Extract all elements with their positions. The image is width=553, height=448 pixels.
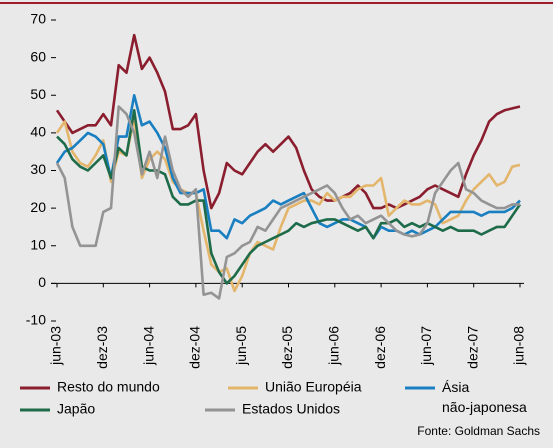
legend-label: União Européia <box>265 379 362 395</box>
x-tick-label: dez-04 <box>187 326 203 369</box>
x-tick-label: jun-08 <box>511 326 527 366</box>
x-tick-label: jun-03 <box>48 326 64 366</box>
series-line <box>56 109 522 285</box>
legend-label: Resto do mundo <box>57 379 160 395</box>
y-tick-label: 10 <box>30 236 46 252</box>
series-line <box>55 94 521 240</box>
y-tick-label: 40 <box>30 124 46 140</box>
series-line <box>55 33 521 210</box>
x-tick-label: jun-06 <box>326 326 342 366</box>
y-tick-label: 30 <box>30 161 46 177</box>
y-tick-label: 70 <box>30 11 46 27</box>
x-tick-label: jun-04 <box>140 326 156 366</box>
series-line <box>55 105 520 300</box>
y-tick-label: 50 <box>30 86 46 102</box>
x-tick-label: jun-07 <box>418 326 434 366</box>
y-tick-label: 20 <box>30 199 46 215</box>
x-tick-label: dez-06 <box>372 326 388 369</box>
x-tick-label: dez-05 <box>279 326 295 369</box>
legend-label: Ásia não-japonesa <box>442 379 527 415</box>
source: Fonte: Goldman Sachs <box>417 424 540 438</box>
x-tick-label: dez-07 <box>464 326 480 369</box>
legend-label: Estados Unidos <box>242 401 340 417</box>
y-tick-label: 60 <box>30 48 46 64</box>
y-tick-label: -10 <box>26 312 46 328</box>
legend-label: Japão <box>57 401 95 417</box>
x-tick-label: jun-05 <box>233 326 249 366</box>
y-tick-label: 0 <box>38 274 46 290</box>
x-tick-label: dez-03 <box>94 326 110 369</box>
